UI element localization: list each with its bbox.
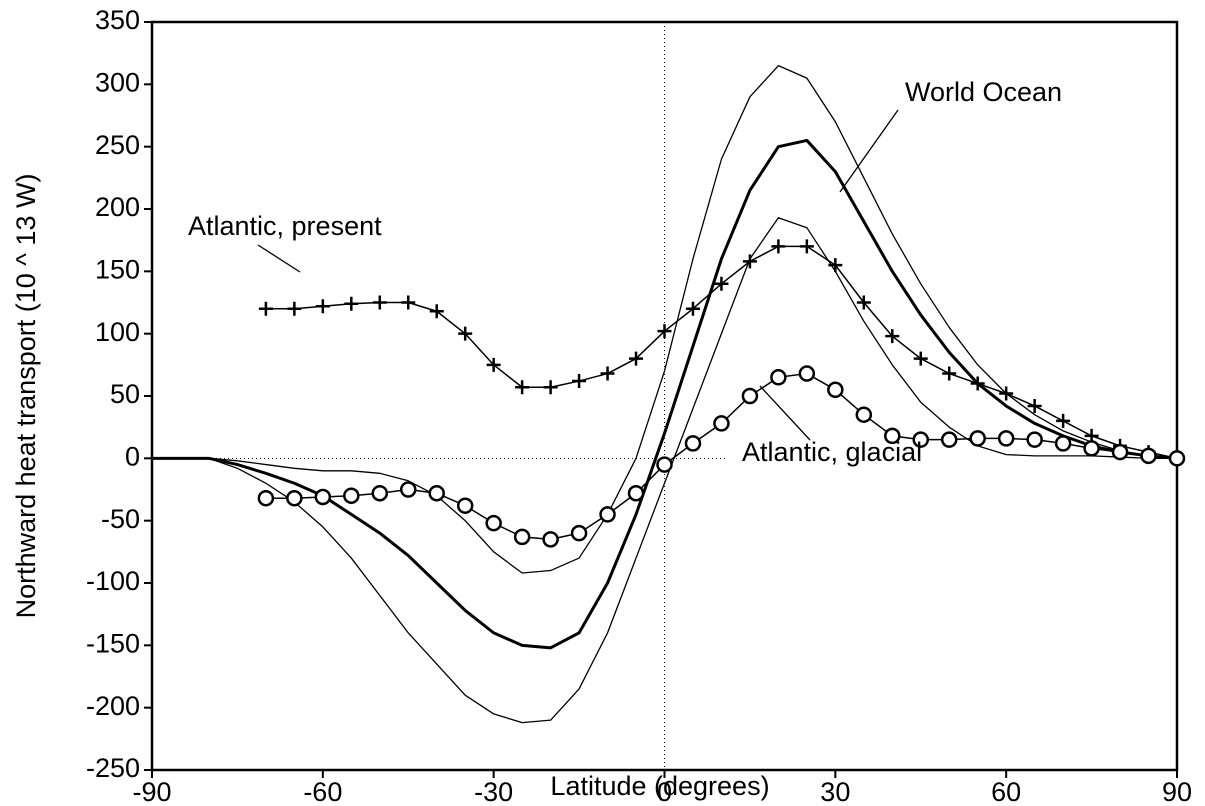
marker-circle <box>1026 431 1043 448</box>
marker-circle <box>713 415 730 432</box>
marker-plus <box>885 329 900 344</box>
annotation-leader <box>839 109 899 193</box>
annotation-leader <box>257 244 301 273</box>
marker-plus <box>486 357 501 372</box>
y-tick-label: -200 <box>86 691 140 721</box>
marker-circle <box>798 365 816 382</box>
annotation-leader <box>759 385 811 441</box>
marker-circle <box>1054 435 1072 452</box>
marker-plus <box>515 380 530 395</box>
marker-plus <box>856 295 871 310</box>
marker-plus <box>657 324 672 339</box>
y-tick-label: -100 <box>86 566 140 596</box>
y-tick-label: -150 <box>86 628 140 658</box>
marker-plus <box>913 351 928 366</box>
y-tick-label: 300 <box>95 67 140 97</box>
marker-plus <box>429 304 444 319</box>
marker-circle <box>485 514 502 532</box>
y-axis-label: Northward heat transport (10 ^ 13 W) <box>11 174 41 619</box>
x-tick-label: -30 <box>474 777 513 806</box>
marker-circle <box>513 528 531 546</box>
annotation: Atlantic, present <box>188 211 382 241</box>
marker-circle <box>570 524 588 542</box>
y-tick-label: 200 <box>95 192 140 222</box>
marker-circle <box>884 427 901 445</box>
x-tick-label: 0 <box>657 777 672 806</box>
marker-circle <box>912 431 929 448</box>
y-tick-label: 100 <box>95 317 140 347</box>
marker-circle <box>1111 443 1129 461</box>
y-tick-label: 50 <box>110 379 140 409</box>
marker-plus <box>999 386 1014 401</box>
marker-circle <box>599 506 616 523</box>
y-tick-label: 250 <box>95 130 140 160</box>
marker-plus <box>543 380 558 395</box>
marker-circle <box>456 497 474 514</box>
marker-circle <box>1168 450 1186 467</box>
series-line <box>152 217 1177 724</box>
marker-plus <box>970 376 985 391</box>
marker-circle <box>286 489 303 507</box>
marker-plus <box>458 326 473 341</box>
marker-circle <box>940 431 958 448</box>
x-tick-label: 60 <box>991 777 1021 806</box>
marker-plus <box>799 239 814 254</box>
marker-circle <box>627 484 645 502</box>
marker-plus <box>828 258 843 273</box>
y-tick-label: 350 <box>95 5 140 35</box>
marker-circle <box>257 489 275 507</box>
marker-plus <box>1027 398 1042 413</box>
marker-plus <box>287 301 302 316</box>
annotation: Atlantic, glacial <box>742 437 922 467</box>
marker-plus <box>572 374 587 389</box>
x-tick-label: 90 <box>1162 777 1192 806</box>
marker-circle <box>656 456 673 473</box>
marker-plus <box>315 299 330 314</box>
marker-circle <box>1140 447 1157 465</box>
marker-plus <box>685 301 700 316</box>
marker-circle <box>770 369 787 386</box>
marker-plus <box>344 296 359 311</box>
marker-circle <box>1083 440 1100 457</box>
marker-plus <box>401 295 416 310</box>
marker-circle <box>684 435 702 452</box>
marker-plus <box>600 366 615 381</box>
marker-plus <box>771 239 786 254</box>
marker-plus <box>629 351 644 366</box>
marker-circle <box>371 484 389 502</box>
x-axis-label: Latitude (degrees) <box>550 771 769 801</box>
x-tick-label: -90 <box>132 777 171 806</box>
marker-circle <box>400 481 417 498</box>
marker-circle <box>855 406 873 423</box>
y-tick-label: -250 <box>86 753 140 783</box>
marker-circle <box>428 484 445 502</box>
annotation: World Ocean <box>905 77 1062 107</box>
y-tick-label: -50 <box>101 504 140 534</box>
marker-circle <box>827 381 844 399</box>
marker-circle <box>741 387 759 405</box>
y-tick-label: 0 <box>125 441 140 471</box>
marker-circle <box>314 488 332 506</box>
marker-plus <box>942 366 957 381</box>
marker-plus <box>258 301 273 316</box>
marker-circle <box>542 531 559 548</box>
x-tick-label: -60 <box>303 777 342 806</box>
marker-circle <box>969 430 986 447</box>
series-line <box>152 64 1178 574</box>
x-tick-label: 30 <box>820 777 850 806</box>
marker-circle <box>343 487 360 504</box>
marker-plus <box>1056 413 1071 428</box>
marker-plus <box>742 254 757 269</box>
marker-plus <box>372 295 387 310</box>
y-tick-label: 150 <box>95 254 140 284</box>
marker-circle <box>997 430 1015 447</box>
marker-plus <box>714 276 729 291</box>
